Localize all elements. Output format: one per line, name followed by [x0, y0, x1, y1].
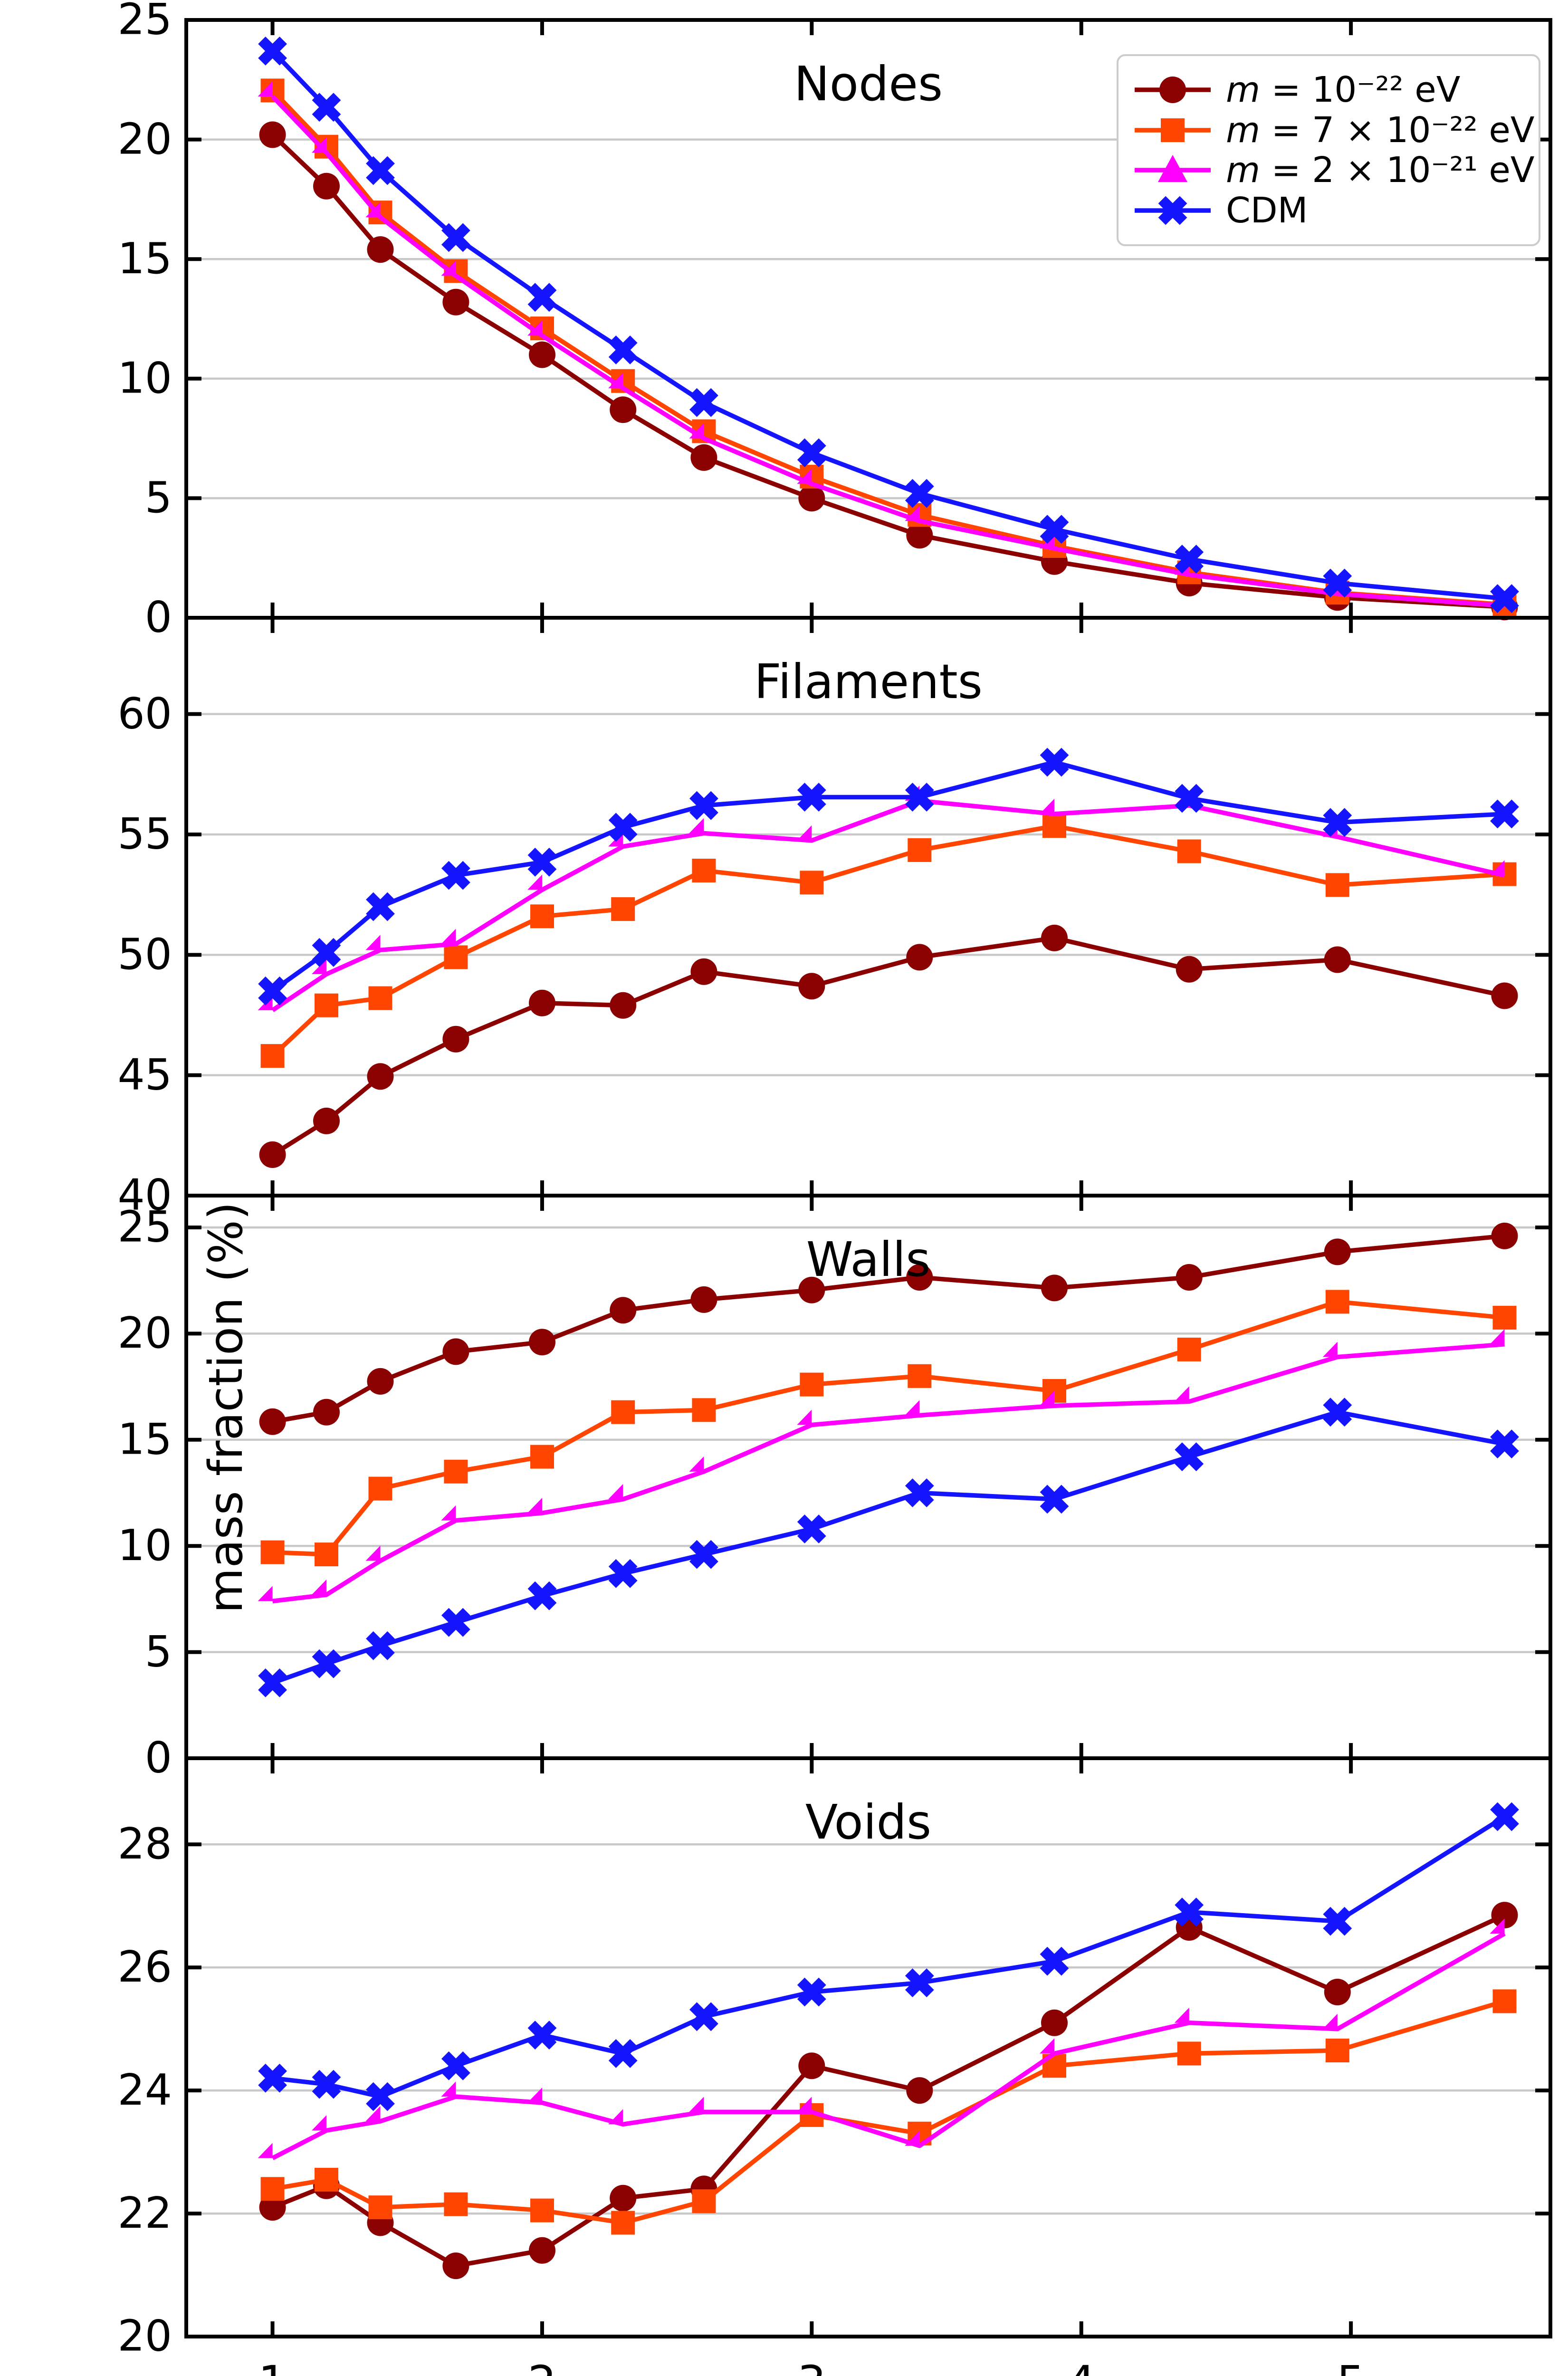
legend-label: CDM	[1226, 190, 1308, 231]
svg-text:0: 0	[145, 1733, 172, 1783]
svg-text:20: 20	[117, 114, 172, 164]
legend-item: CDM	[1135, 191, 1522, 230]
svg-text:2: 2	[528, 2357, 556, 2376]
legend-marker-circle-icon	[1135, 77, 1211, 103]
legend-item: m = 10⁻²² eV	[1135, 70, 1522, 109]
legend-label: m = 10⁻²² eV	[1226, 69, 1461, 110]
panel-title-walls: Walls	[806, 1232, 931, 1287]
svg-text:50: 50	[117, 929, 172, 979]
svg-text:25: 25	[117, 1202, 172, 1252]
svg-text:3: 3	[797, 2357, 826, 2376]
svg-text:24: 24	[117, 2065, 172, 2115]
panel-title-voids: Voids	[805, 1794, 932, 1850]
svg-text:55: 55	[117, 809, 172, 859]
y-axis-label: mass fraction (%)	[199, 1202, 253, 1613]
svg-text:45: 45	[117, 1050, 172, 1100]
svg-text:10: 10	[117, 1521, 172, 1571]
legend-item: m = 7 × 10⁻²² eV	[1135, 111, 1535, 150]
svg-text:20: 20	[117, 1308, 172, 1358]
svg-text:40: 40	[117, 1170, 172, 1220]
svg-text:0: 0	[145, 593, 172, 642]
panel-title-nodes: Nodes	[794, 56, 943, 112]
svg-text:28: 28	[117, 1819, 172, 1869]
legend-label: m = 7 × 10⁻²² eV	[1226, 109, 1535, 151]
legend-marker-triangle-icon	[1135, 155, 1211, 182]
svg-text:5: 5	[145, 473, 172, 523]
svg-text:1: 1	[258, 2357, 287, 2376]
svg-text:20: 20	[117, 2311, 172, 2361]
svg-text:5: 5	[145, 1627, 172, 1677]
legend-item: m = 2 × 10⁻²¹ eV	[1135, 151, 1535, 190]
legend-label: m = 2 × 10⁻²¹ eV	[1226, 150, 1535, 191]
svg-text:5: 5	[1337, 2357, 1365, 2376]
legend-marker-square-icon	[1135, 118, 1211, 142]
legend-marker-x-icon	[1135, 196, 1211, 225]
svg-text:25: 25	[117, 0, 172, 45]
svg-text:4: 4	[1067, 2357, 1096, 2376]
svg-text:22: 22	[117, 2188, 172, 2238]
svg-text:15: 15	[117, 234, 172, 284]
svg-text:15: 15	[117, 1415, 172, 1465]
panel-title-filaments: Filaments	[754, 654, 983, 709]
svg-text:60: 60	[117, 689, 172, 738]
svg-text:26: 26	[117, 1942, 172, 1992]
svg-text:10: 10	[117, 354, 172, 403]
legend: m = 10⁻²² eV m = 7 × 10⁻²² eV m = 2 × 10…	[1117, 54, 1540, 246]
